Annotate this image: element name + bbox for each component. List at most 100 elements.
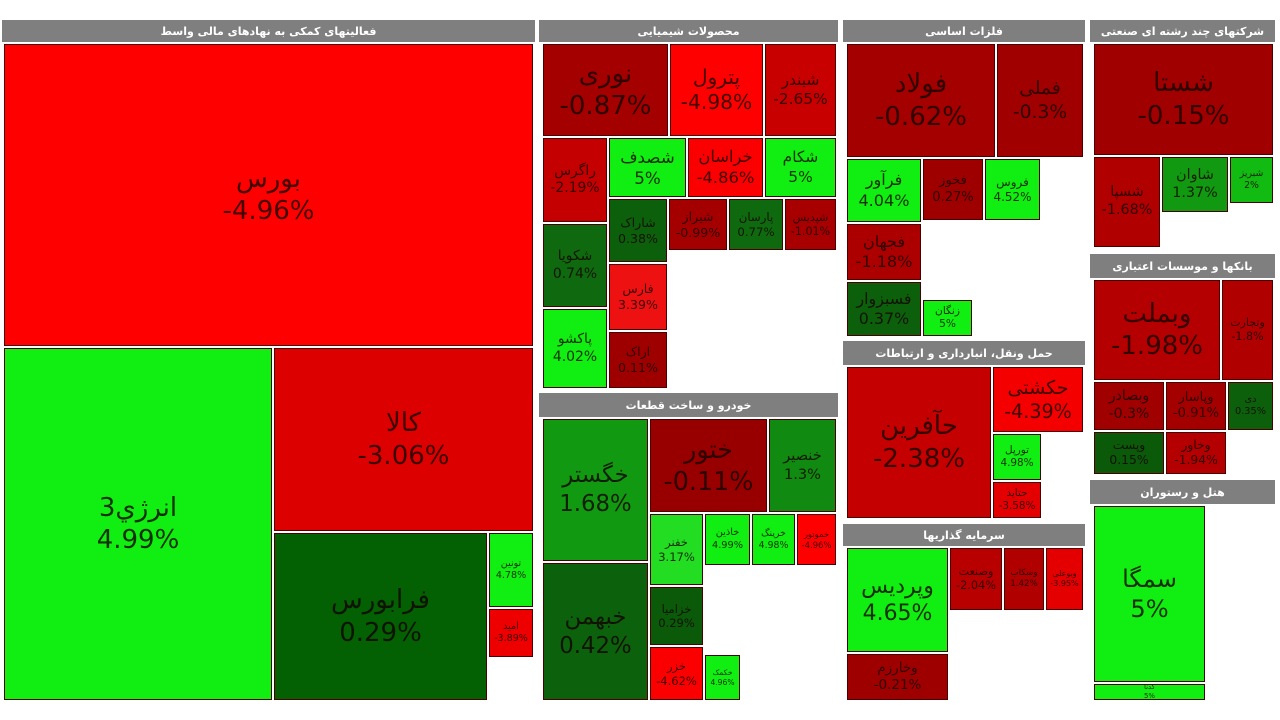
stock-tile: راگرس -2.19% xyxy=(543,138,607,222)
stock-name: ختور xyxy=(684,433,733,464)
stock-change: 0.42% xyxy=(559,632,632,659)
stock-name: فرآور xyxy=(865,170,903,190)
stock-change: -4.39% xyxy=(1004,399,1072,423)
stock-change: 0.37% xyxy=(858,309,910,328)
stock-tile: کالا -3.06% xyxy=(274,348,533,531)
stock-tile: فسبزوار 0.37% xyxy=(847,282,921,336)
stock-change: -2.19% xyxy=(550,180,600,196)
stock-tile: خبهمن 0.42% xyxy=(543,563,648,700)
stock-name: بورس xyxy=(236,163,301,194)
stock-name: خنصیر xyxy=(783,447,822,465)
stock-name: تورپل xyxy=(1004,443,1030,456)
stock-change: -4.62% xyxy=(656,673,697,688)
stock-change: -0.15% xyxy=(1137,100,1230,131)
stock-tile: وتجارت -1.8% xyxy=(1222,280,1273,380)
stock-change: -0.87% xyxy=(559,91,652,121)
stock-change: -0.3% xyxy=(1108,406,1150,422)
stock-tile: وخارزم -0.21% xyxy=(847,654,948,700)
stock-change: 4.99% xyxy=(96,525,180,555)
stock-name: خراسان xyxy=(698,147,753,167)
stock-name: وبوعلی xyxy=(1052,568,1077,578)
stock-name: خگستر xyxy=(562,462,629,489)
stock-name: شکام xyxy=(782,148,819,167)
stock-tile: خزر -4.62% xyxy=(650,647,703,700)
stock-tile: وبصادر -0.3% xyxy=(1094,382,1164,430)
sector-header: خودرو و ساخت قطعات xyxy=(539,393,838,417)
stock-name: تونین xyxy=(500,558,522,570)
stock-change: 5% xyxy=(1143,692,1156,700)
stock-name: خاذین xyxy=(715,527,740,539)
stock-name: فملی xyxy=(1019,78,1061,100)
stock-change: 4.78% xyxy=(495,570,527,581)
stock-name: وتجارت xyxy=(1230,316,1265,330)
stock-name: فولاد xyxy=(894,69,948,99)
stock-change: 5% xyxy=(939,318,956,330)
sector-header: هتل و رستوران xyxy=(1090,480,1275,504)
stock-change: -1.8% xyxy=(1231,330,1264,343)
stock-change: 4.02% xyxy=(552,348,598,365)
stock-name: حکشتی xyxy=(1007,375,1069,399)
stock-tile: حآفرین -2.38% xyxy=(847,367,991,518)
stock-change: 0.38% xyxy=(617,230,658,246)
stock-tile: وپاسار -0.91% xyxy=(1166,382,1226,430)
stock-change: 5% xyxy=(634,167,661,188)
stock-change: 0.11% xyxy=(617,360,658,375)
stock-tile: خموتور -4.96% xyxy=(797,514,836,565)
stock-name: خزر xyxy=(666,659,687,674)
stock-name: گدنا xyxy=(1143,684,1156,692)
stock-name: دی xyxy=(1244,393,1257,405)
stock-name: شپدیس xyxy=(792,210,829,224)
stock-change: 0.29% xyxy=(658,616,695,630)
stock-tile: تورپل 4.98% xyxy=(993,434,1041,480)
stock-name: فجهان xyxy=(862,231,906,251)
stock-change: -0.62% xyxy=(875,101,967,132)
stock-change: -4.96% xyxy=(801,539,832,550)
stock-name: شبندر xyxy=(781,70,820,89)
stock-name: وپردیس xyxy=(861,573,934,599)
stock-tile: بورس -4.96% xyxy=(4,44,533,346)
stock-tile: دی 0.35% xyxy=(1228,382,1273,430)
stock-tile: شبریز 2% xyxy=(1230,157,1273,203)
stock-tile: خکمک 4.96% xyxy=(705,655,740,700)
sector-header: سرمایه گذاریها xyxy=(843,524,1085,546)
stock-tile: خگستر 1.68% xyxy=(543,419,648,561)
stock-tile: تونین 4.78% xyxy=(489,533,533,607)
stock-change: -0.11% xyxy=(663,465,754,496)
stock-tile: فرابورس 0.29% xyxy=(274,533,487,700)
stock-tile: انرژي3 4.99% xyxy=(4,348,272,700)
stock-name: وپست xyxy=(1112,437,1146,452)
stock-tile: شستا -0.15% xyxy=(1094,44,1273,155)
stock-name: خکمک xyxy=(712,668,733,677)
stock-change: 0.15% xyxy=(1109,453,1149,467)
stock-change: 0.35% xyxy=(1234,406,1267,417)
stock-change: -3.89% xyxy=(494,633,528,644)
stock-tile: پترول -4.98% xyxy=(670,44,763,136)
stock-change: 4.96% xyxy=(710,677,735,687)
stock-name: شصدف xyxy=(620,146,675,167)
stock-tile: شیراز -0.99% xyxy=(669,199,727,250)
stock-name: فروس xyxy=(996,174,1029,189)
stock-name: نوری xyxy=(578,58,633,89)
stock-name: انرژي3 xyxy=(98,492,178,523)
stock-change: 2% xyxy=(1244,180,1259,191)
stock-name: خموتور xyxy=(803,528,830,539)
stock-name: خزامیا xyxy=(661,601,692,616)
sector-header: بانکها و موسسات اعتباری xyxy=(1090,254,1275,278)
stock-tile: فولاد -0.62% xyxy=(847,44,995,157)
sector-header: فلزات اساسی xyxy=(843,20,1085,42)
stock-name: پترول xyxy=(692,64,741,89)
stock-tile: پاکشو 4.02% xyxy=(543,309,607,388)
stock-name: وپاسار xyxy=(1178,389,1214,405)
stock-tile: خنصیر 1.3% xyxy=(769,419,836,512)
stock-tile: امید -3.89% xyxy=(489,609,533,657)
stock-change: -3.06% xyxy=(357,440,450,471)
stock-change: 4.98% xyxy=(758,539,789,551)
stock-tile: شبندر -2.65% xyxy=(765,44,836,136)
stock-tile: وپردیس 4.65% xyxy=(847,548,948,652)
stock-name: شسپا xyxy=(1110,184,1144,201)
stock-tile: زنگان 5% xyxy=(923,300,972,336)
stock-tile: فجهان -1.18% xyxy=(847,224,921,280)
stock-name: وصنعت xyxy=(958,564,994,578)
sector-header: محصولات شیمیایی xyxy=(539,20,838,42)
